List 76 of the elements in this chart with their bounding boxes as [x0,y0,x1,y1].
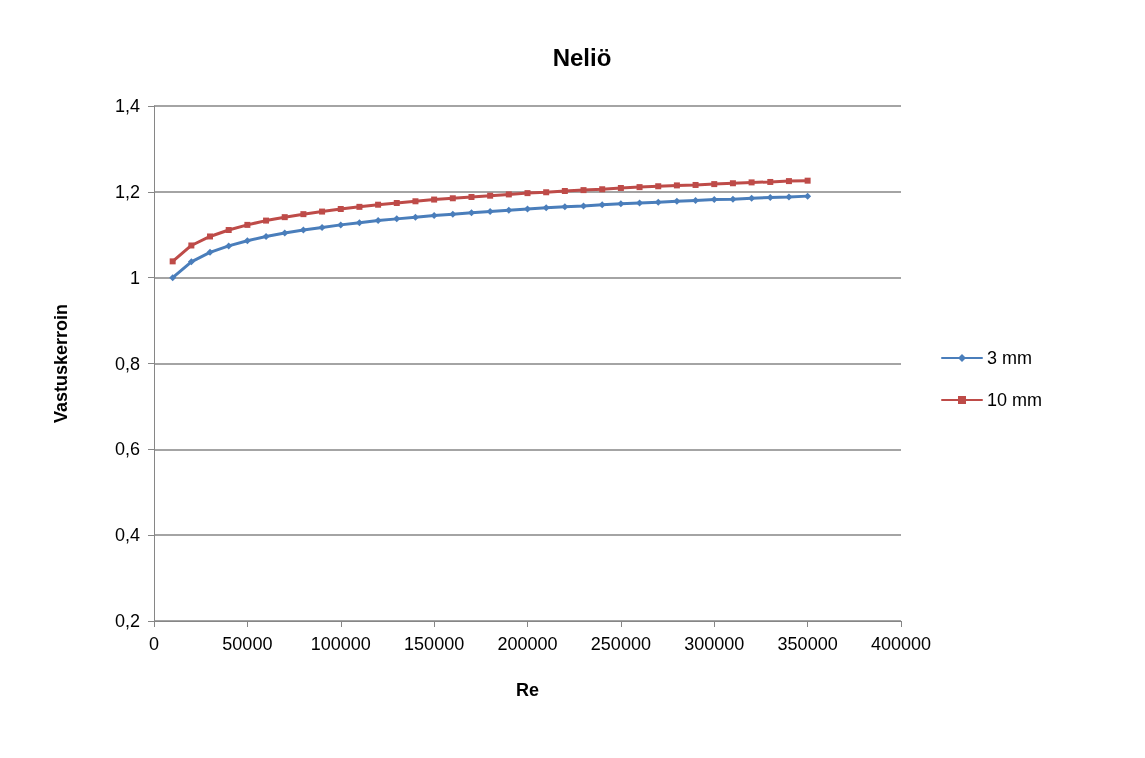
point [655,183,662,190]
point [543,189,550,196]
point [636,184,643,191]
point [207,233,214,240]
point [449,210,457,218]
point [281,214,288,221]
point [374,217,382,225]
point [375,201,382,208]
point [262,232,270,240]
y-tick-label: 0,8 [114,353,140,374]
point [692,181,699,188]
legend-label: 3 mm [987,348,1032,368]
y-tick-label: 0,4 [114,525,140,546]
point [449,195,456,202]
point [430,211,438,219]
point [524,205,531,213]
point [711,181,718,188]
point [505,191,512,198]
point [785,178,792,185]
x-axis-title: Re [515,680,540,700]
point [169,274,177,282]
point [356,203,363,210]
point [729,180,736,187]
point [580,187,587,194]
point [767,178,774,185]
point [169,258,176,265]
x-tick-label: 50000 [222,634,273,654]
x-tick-label: 250000 [590,634,651,654]
x-tick-label: 200000 [497,634,558,654]
x-tick-label: 300000 [684,634,745,654]
point [355,219,363,227]
y-axis-title: Vastuskerroin [51,303,71,424]
point [487,192,494,199]
point [804,177,811,184]
point [412,198,419,205]
point [468,193,475,200]
point [542,204,550,212]
point [243,237,251,245]
point [673,182,680,189]
x-tick-label: 350000 [777,634,838,654]
point [524,190,531,197]
x-tick-label: 100000 [310,634,371,654]
y-tick-label: 0,2 [114,611,140,631]
point [486,208,494,216]
point [599,186,606,193]
point [617,184,624,191]
point [393,199,400,206]
y-tick-label: 1,4 [114,96,140,116]
point [729,195,737,203]
point [206,248,214,256]
point [431,196,438,203]
point [319,208,326,215]
point [748,179,755,186]
y-tick-label: 1,2 [114,181,140,202]
point [673,197,681,205]
chart-title: Neliö [552,43,612,71]
x-tick-label: 150000 [404,634,465,654]
point [225,227,232,234]
point [188,242,195,249]
point [225,242,233,250]
x-tick-label: 0 [148,634,160,654]
point [785,193,793,201]
point [263,217,270,224]
y-tick-label: 0,6 [114,439,140,460]
point [244,221,251,228]
point [598,201,606,209]
point [804,192,812,200]
point [300,211,307,218]
point [187,258,195,266]
point [318,223,326,231]
x-tick-label: 400000 [870,634,932,654]
point [337,206,344,212]
point [561,187,568,194]
y-tick-label: 1 [129,267,140,288]
legend-label: 10 mm [987,390,1043,410]
point [505,206,513,214]
